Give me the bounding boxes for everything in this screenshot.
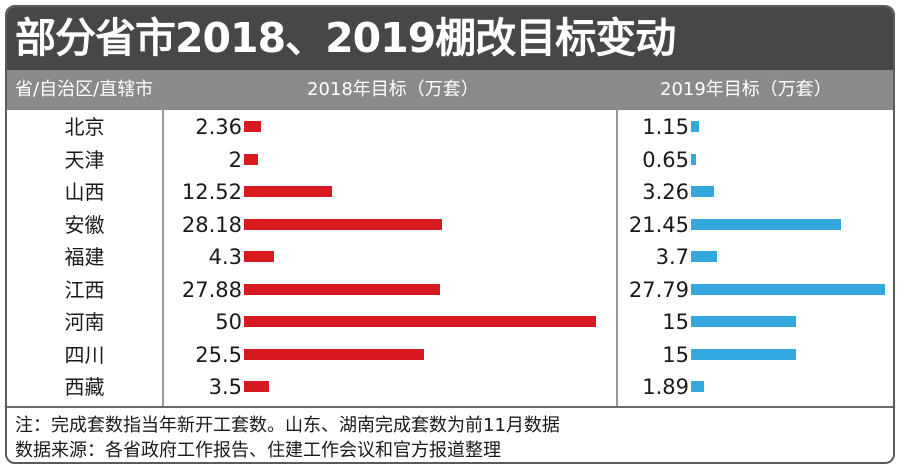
footer: 注：完成套数指当年新开工套数。山东、湖南完成套数为前11月数据 数据来源：各省政… <box>7 406 893 462</box>
table-row: 河南 50 15 <box>7 306 893 338</box>
value-label-2019: 15 <box>662 310 689 334</box>
bar-2018 <box>244 348 424 360</box>
bar-2019 <box>691 153 696 165</box>
bar-2018 <box>244 381 269 392</box>
bar-2018 <box>244 186 333 197</box>
footnote: 注：完成套数指当年新开工套数。山东、湖南完成套数为前11月数据 <box>15 415 560 436</box>
table-row: 北京 2.36 1.15 <box>7 111 893 143</box>
province-label: 福建 <box>64 245 105 269</box>
value-label-2018: 27.88 <box>181 277 242 302</box>
bar-2018 <box>244 121 261 132</box>
header-2018: 2018年目标（万套） <box>307 79 479 100</box>
province-label: 天津 <box>64 147 105 172</box>
table-header: 省/自治区/直辖市 2018年目标（万套） 2019年目标（万套） <box>7 70 893 110</box>
divider-right <box>616 110 618 406</box>
province-label: 西藏 <box>64 375 105 399</box>
bar-2019 <box>691 316 796 327</box>
bar-2019 <box>691 186 714 197</box>
value-label-2019: 3.7 <box>655 245 689 269</box>
value-label-2018: 28.18 <box>181 212 242 237</box>
value-label-2019: 3.26 <box>642 180 689 204</box>
province-label: 山西 <box>64 180 105 204</box>
province-label: 江西 <box>64 277 105 302</box>
province-label: 四川 <box>64 342 105 367</box>
table-row: 天津 2 0.65 <box>7 144 893 176</box>
divider-left <box>162 110 164 406</box>
bar-2019 <box>691 121 700 132</box>
value-label-2019: 21.45 <box>628 212 689 237</box>
value-label-2018: 4.3 <box>208 245 242 269</box>
bar-2019 <box>691 348 796 360</box>
bar-2019 <box>691 283 885 295</box>
chart-rows: 北京 2.36 1.15 天津 2 0.65 山西 12.52 3.26 安徽 28.18 21.45… <box>7 110 893 406</box>
table-row: 四川 25.5 15 <box>7 339 893 371</box>
bar-2019 <box>691 251 717 262</box>
value-label-2018: 3.5 <box>208 375 242 399</box>
data-source: 数据来源：各省政府工作报告、住建工作会议和官方报道整理 <box>15 440 501 461</box>
value-label-2019: 27.79 <box>628 277 689 302</box>
chart-frame: 部分省市2018、2019棚改目标变动 省/自治区/直辖市 2018年目标（万套… <box>5 5 895 464</box>
table-row: 安徽 28.18 21.45 <box>7 209 893 241</box>
table-row: 西藏 3.5 1.89 <box>7 371 893 403</box>
bar-2018 <box>244 316 596 327</box>
province-label: 河南 <box>64 310 105 334</box>
bar-2018 <box>244 283 441 295</box>
header-2019: 2019年目标（万套） <box>660 79 832 100</box>
value-label-2018: 50 <box>215 310 242 334</box>
bar-2018 <box>244 153 259 165</box>
header-province: 省/自治区/直辖市 <box>15 79 154 100</box>
province-label: 北京 <box>64 115 105 139</box>
value-label-2019: 1.15 <box>642 115 689 139</box>
value-label-2019: 15 <box>662 342 689 367</box>
bar-2018 <box>244 251 275 262</box>
value-label-2018: 25.5 <box>195 342 242 367</box>
value-label-2018: 2 <box>228 147 242 172</box>
table-row: 山西 12.52 3.26 <box>7 176 893 208</box>
title-bar: 部分省市2018、2019棚改目标变动 <box>7 7 893 70</box>
bar-2019 <box>691 218 841 230</box>
province-label: 安徽 <box>64 212 105 237</box>
table-row: 福建 4.3 3.7 <box>7 241 893 273</box>
value-label-2019: 1.89 <box>642 375 689 399</box>
value-label-2018: 2.36 <box>195 115 242 139</box>
bar-2018 <box>244 218 443 230</box>
chart-title: 部分省市2018、2019棚改目标变动 <box>15 14 676 62</box>
value-label-2018: 12.52 <box>181 180 242 204</box>
table-row: 江西 27.88 27.79 <box>7 274 893 306</box>
bar-2019 <box>691 381 705 392</box>
value-label-2019: 0.65 <box>642 147 689 172</box>
